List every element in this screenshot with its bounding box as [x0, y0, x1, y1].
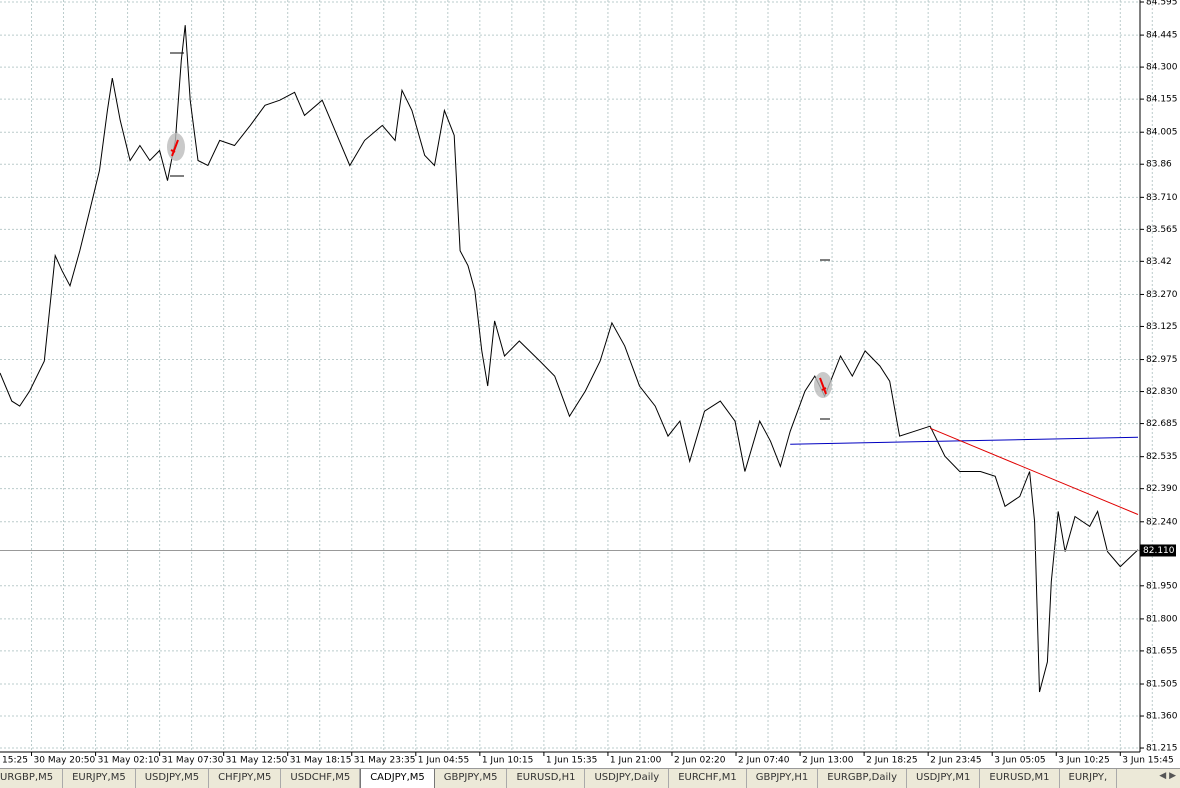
x-tick-label: 15:25 — [2, 756, 28, 766]
tab[interactable]: GBPJPY,M5 — [435, 769, 508, 788]
tab[interactable]: EURUSD,H1 — [507, 769, 586, 788]
marks — [0, 25, 1140, 693]
y-tick-label: 81.360 — [1146, 712, 1178, 722]
y-tick-label: 82.240 — [1146, 517, 1178, 527]
x-tick-label: 31 May 02:10 — [98, 756, 160, 766]
tab[interactable]: GBPJPY,H1 — [747, 769, 819, 788]
y-tick-label: 81.950 — [1146, 581, 1178, 591]
y-tick-label: 84.300 — [1146, 63, 1178, 73]
x-tick-label: 31 May 23:35 — [354, 756, 416, 766]
y-tick-label: 83.565 — [1146, 225, 1178, 235]
x-tick-label: 2 Jun 13:00 — [802, 756, 854, 766]
tab[interactable]: USDJPY,Daily — [585, 769, 670, 788]
tab[interactable]: USDCHF,M5 — [281, 769, 361, 788]
y-tick-label: 84.595 — [1146, 0, 1178, 7]
x-tick-label: 1 Jun 10:15 — [482, 756, 533, 766]
tab[interactable]: URGBP,M5 — [0, 769, 64, 788]
tab[interactable]: CHFJPY,M5 — [209, 769, 282, 788]
tab[interactable]: EURGBP,Daily — [818, 769, 907, 788]
y-tick-label: 83.86 — [1146, 160, 1172, 170]
chart: 84.595 84.445 84.300 84.155 84.005 83.86 83.71… — [0, 0, 1178, 766]
y-tick-label: 81.800 — [1146, 614, 1178, 624]
tab-bar: URGBP,M5 EURJPY,M5 USDJPY,M5 CHFJPY,M5 USDCH… — [0, 768, 1180, 788]
y-tick-label: 83.42 — [1146, 257, 1172, 267]
current-price-box — [1140, 544, 1176, 557]
x-tick-label: 31 May 12:50 — [226, 756, 288, 766]
x-tick-label: 1 Jun 21:00 — [610, 756, 662, 766]
tab[interactable]: EURUSD,M1 — [980, 769, 1060, 788]
x-tick-label: 3 Jun 05:05 — [994, 756, 1045, 766]
x-tick-label: 2 Jun 02:20 — [674, 756, 726, 766]
x-tick-label: 3 Jun 15:45 — [1122, 756, 1173, 766]
y-tick-label: 84.155 — [1146, 95, 1178, 105]
price-line — [0, 25, 1139, 693]
y-tick-label: 84.445 — [1146, 31, 1178, 41]
x-tick-label: 1 Jun 04:55 — [418, 756, 469, 766]
tab[interactable]: USDJPY,M1 — [907, 769, 981, 788]
x-tick-label: 31 May 07:30 — [162, 756, 224, 766]
x-tick-label: 3 Jun 10:25 — [1058, 756, 1109, 766]
y-tick-label: 83.710 — [1146, 193, 1178, 203]
y-tick-label: 82.830 — [1146, 387, 1178, 397]
y-tick-label: 84.005 — [1146, 128, 1178, 138]
y-tick-label: 81.215 — [1146, 744, 1178, 754]
x-tick-label: 2 Jun 18:25 — [866, 756, 917, 766]
trendline — [790, 436, 1139, 445]
tab[interactable]: USDJPY,M5 — [136, 769, 210, 788]
y-tick-label: 82.535 — [1146, 452, 1178, 462]
x-tick-label: 1 Jun 15:35 — [546, 756, 597, 766]
trendline — [929, 427, 1139, 515]
tab-scroll[interactable]: ◀ ▶ — [1159, 771, 1176, 781]
x-tick-label: 30 May 20:50 — [34, 756, 96, 766]
trade-arrow — [819, 377, 827, 395]
x-tick-label: 2 Jun 23:45 — [930, 756, 981, 766]
x-tick-label: 31 May 18:15 — [290, 756, 352, 766]
y-tick-label: 83.125 — [1146, 322, 1178, 332]
y-tick-label: 82.975 — [1146, 355, 1178, 365]
plot-area — [0, 0, 1140, 752]
grid — [0, 0, 1153, 752]
y-tick-label: 83.270 — [1146, 290, 1178, 300]
tab[interactable]: EURJPY,M5 — [63, 769, 136, 788]
y-tick-label: 81.505 — [1146, 680, 1178, 690]
y-tick-label: 81.655 — [1146, 646, 1178, 656]
y-tick-label: 82.390 — [1146, 484, 1178, 494]
x-tick-label: 2 Jun 07:40 — [738, 756, 790, 766]
tab[interactable]: CADJPY,M5 — [360, 769, 435, 788]
y-tick-label: 82.685 — [1146, 419, 1178, 429]
tab[interactable]: EURJPY, — [1060, 769, 1118, 788]
current-price-label: 82.110 — [1143, 546, 1175, 556]
trade-arrow — [170, 139, 179, 157]
tab[interactable]: EURCHF,M1 — [669, 769, 747, 788]
